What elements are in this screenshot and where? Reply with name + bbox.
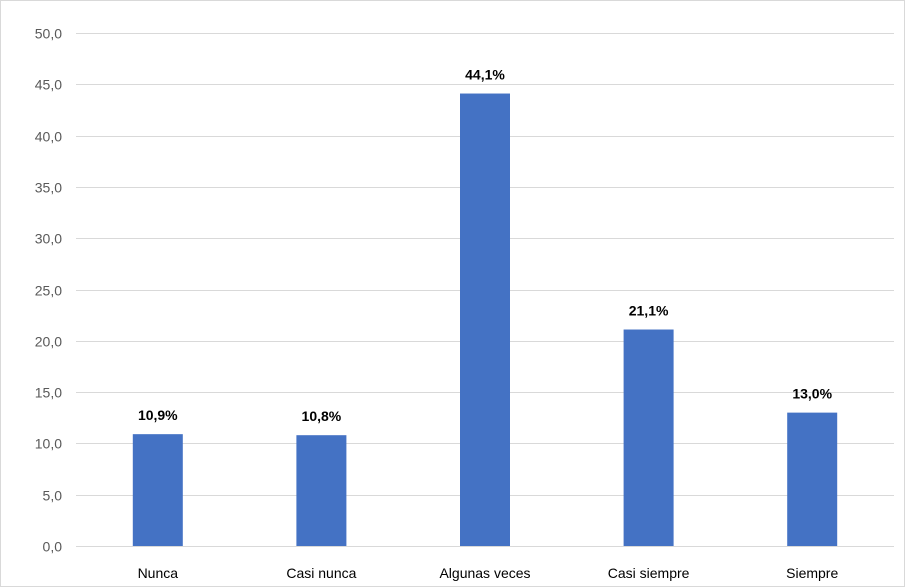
y-tick-label: 35,0 xyxy=(35,180,62,196)
y-tick-label: 0,0 xyxy=(43,539,63,555)
data-label: 21,1% xyxy=(629,303,669,319)
y-tick-label: 45,0 xyxy=(35,77,62,93)
category-label: Algunas veces xyxy=(439,565,530,581)
y-tick-label: 50,0 xyxy=(35,26,62,42)
bar xyxy=(460,93,510,546)
y-tick-label: 10,0 xyxy=(35,436,62,452)
y-tick-label: 5,0 xyxy=(43,488,63,504)
y-tick-label: 20,0 xyxy=(35,334,62,350)
bar xyxy=(787,412,838,546)
data-label: 10,9% xyxy=(138,407,178,423)
category-label: Siempre xyxy=(786,565,838,581)
data-label: 13,0% xyxy=(792,386,832,402)
y-tick-label: 15,0 xyxy=(35,385,62,401)
bars xyxy=(132,93,838,546)
data-label: 10,8% xyxy=(302,408,342,424)
y-tick-label: 30,0 xyxy=(35,231,62,247)
category-label: Casi siempre xyxy=(608,565,690,581)
data-label: 44,1% xyxy=(465,67,505,83)
y-tick-label: 25,0 xyxy=(35,283,62,299)
x-axis-categories: Nunca Casi nunca Algunas veces Casi siempre… xyxy=(138,565,839,581)
category-label: Nunca xyxy=(138,565,179,581)
bar xyxy=(623,329,674,546)
data-labels: 10,9% 10,8% 44,1% 21,1% 13,0% xyxy=(138,67,833,425)
bar xyxy=(132,434,183,546)
y-axis-ticks: 0,0 5,0 10,0 15,0 20,0 25,0 30,0 35,0 40,0 45,0 50… xyxy=(35,26,62,555)
category-label: Casi nunca xyxy=(286,565,356,581)
bar xyxy=(296,435,347,546)
y-tick-label: 40,0 xyxy=(35,129,62,145)
